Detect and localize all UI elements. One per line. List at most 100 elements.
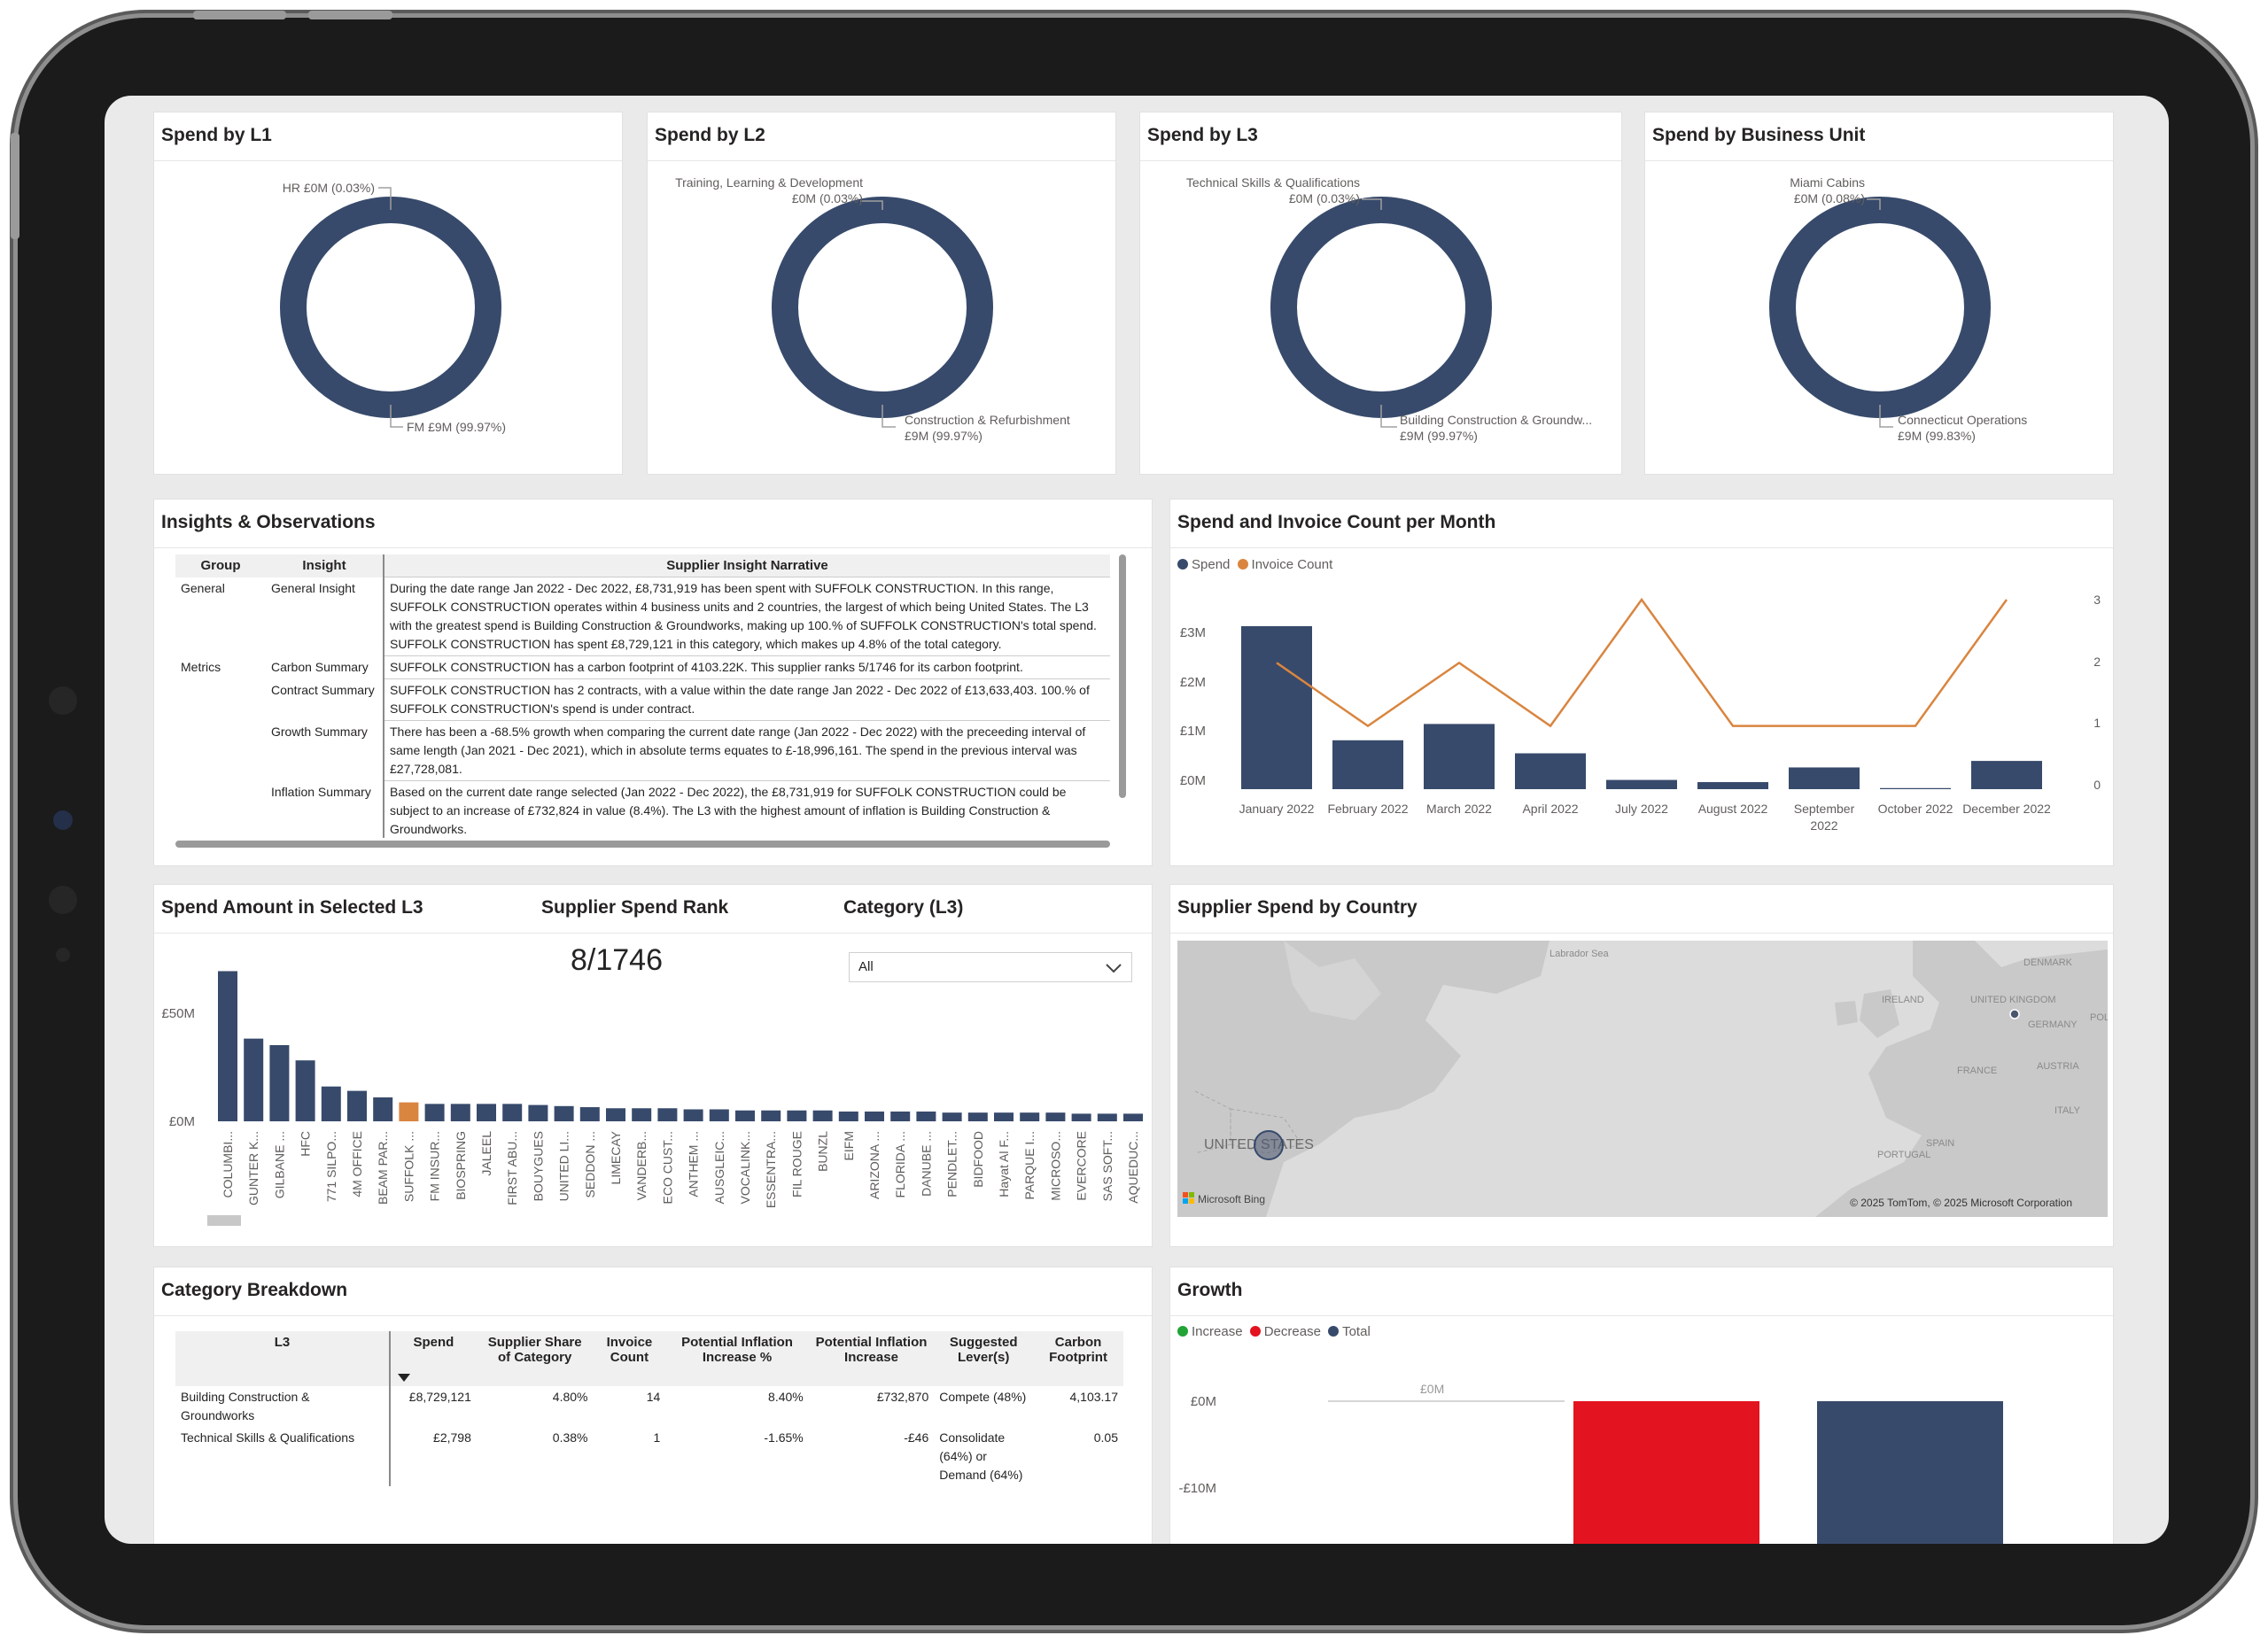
country-map[interactable]: Labrador Sea UNITED KINGDOM IRELAND DENM… bbox=[1177, 941, 2108, 1217]
spend-bar[interactable] bbox=[1880, 787, 1951, 789]
supplier-bar[interactable] bbox=[321, 1086, 341, 1121]
supplier-bar[interactable] bbox=[399, 1102, 419, 1121]
donut-tile-l3[interactable]: Spend by L3 Technical Skills & Qualifica… bbox=[1139, 112, 1622, 475]
supplier-bar[interactable] bbox=[1071, 1113, 1091, 1121]
x-tick-label: ESSENTRA... bbox=[764, 1131, 778, 1208]
map-label: PORTUGAL bbox=[1877, 1150, 1930, 1160]
supplier-bar[interactable] bbox=[761, 1110, 781, 1121]
column-header-sorted[interactable]: Spend bbox=[388, 1331, 477, 1386]
rank-title: Supplier Spend Rank bbox=[541, 897, 729, 918]
supplier-bar[interactable] bbox=[838, 1111, 858, 1121]
table-row[interactable]: Building Construction & Groundworks £8,7… bbox=[175, 1386, 1123, 1427]
supplier-bar[interactable] bbox=[295, 1060, 315, 1121]
vertical-scrollbar[interactable] bbox=[1119, 554, 1126, 798]
growth-tile[interactable]: Growth Increase Decrease Total £0M -£10M… bbox=[1169, 1267, 2114, 1544]
column-header[interactable]: Potential Inflation Increase bbox=[808, 1331, 935, 1386]
category-title: Category (L3) bbox=[843, 897, 964, 918]
horizontal-scrollbar[interactable] bbox=[175, 841, 1110, 848]
chevron-down-icon bbox=[1106, 964, 1122, 973]
table-row: Growth Summary There has been a -68.5% g… bbox=[175, 720, 1110, 781]
column-header[interactable]: Group bbox=[175, 554, 266, 577]
column-header[interactable]: Suggested Lever(s) bbox=[934, 1331, 1034, 1386]
supplier-bar[interactable] bbox=[218, 971, 237, 1121]
spend-bar[interactable] bbox=[1789, 767, 1860, 789]
donut-large-value: £9M (99.97%) bbox=[1400, 429, 1478, 443]
supplier-bar[interactable] bbox=[1097, 1113, 1117, 1121]
spend-bar[interactable] bbox=[1606, 779, 1677, 789]
donut-large-value: £9M (99.97%) bbox=[905, 429, 983, 443]
spend-bar[interactable] bbox=[1971, 761, 2042, 789]
spend-bar[interactable] bbox=[1332, 740, 1403, 789]
supplier-bar[interactable] bbox=[967, 1112, 988, 1121]
x-tick-label: COLUMBI... bbox=[221, 1131, 235, 1197]
country-bubble-uk[interactable] bbox=[2009, 1009, 2020, 1019]
supplier-bar[interactable] bbox=[709, 1109, 729, 1121]
column-header[interactable]: Supplier Share of Category bbox=[476, 1331, 594, 1386]
supplier-bar[interactable] bbox=[269, 1045, 290, 1121]
supplier-bar[interactable] bbox=[890, 1111, 911, 1121]
invoice-count-line[interactable] bbox=[1276, 597, 2008, 728]
x-tick-label: January 2022 bbox=[1239, 802, 1315, 816]
supplier-bar[interactable] bbox=[1045, 1112, 1066, 1121]
country-bubble-us[interactable] bbox=[1254, 1130, 1284, 1160]
total-bar[interactable] bbox=[1817, 1401, 2003, 1544]
supplier-bar[interactable] bbox=[528, 1104, 548, 1121]
supplier-bar[interactable] bbox=[812, 1110, 833, 1121]
supplier-bar[interactable] bbox=[477, 1104, 496, 1121]
supplier-bar[interactable] bbox=[657, 1108, 678, 1121]
dropdown-value: All bbox=[858, 959, 874, 974]
donut-tile-business-unit[interactable]: Spend by Business Unit Miami Cabins £0M … bbox=[1644, 112, 2114, 475]
spend-bar[interactable] bbox=[1241, 625, 1312, 789]
combo-chart: £3M £2M £1M £0M 3 2 1 0 January 2022 Febr… bbox=[1180, 593, 2101, 833]
supplier-bar[interactable] bbox=[787, 1110, 807, 1121]
supplier-bar[interactable] bbox=[606, 1108, 625, 1121]
column-header[interactable]: Potential Inflation Increase % bbox=[665, 1331, 809, 1386]
supplier-bar[interactable] bbox=[632, 1108, 652, 1121]
supplier-bar[interactable] bbox=[579, 1107, 600, 1121]
donut-tile-l1[interactable]: Spend by L1 HR £0M (0.03%) FM £9M (99.97… bbox=[153, 112, 623, 475]
spend-bar[interactable] bbox=[1515, 753, 1586, 789]
spend-invoice-tile[interactable]: Spend and Invoice Count per Month Spend … bbox=[1169, 499, 2114, 866]
supplier-bar[interactable] bbox=[916, 1111, 936, 1121]
cell-inflation-pct: 8.40% bbox=[768, 1390, 804, 1404]
supplier-bar[interactable] bbox=[683, 1109, 703, 1121]
y-tick-label: £0M bbox=[1191, 1394, 1216, 1409]
spend-bar[interactable] bbox=[1697, 782, 1768, 789]
supplier-bar[interactable] bbox=[1123, 1113, 1143, 1121]
supplier-bar[interactable] bbox=[942, 1112, 962, 1121]
decrease-bar[interactable] bbox=[1573, 1401, 1759, 1544]
cell-carbon: 4,103.17 bbox=[1069, 1390, 1119, 1404]
column-header[interactable]: L3 bbox=[175, 1331, 390, 1386]
supplier-rank-tile[interactable]: Spend Amount in Selected L3 Supplier Spe… bbox=[153, 884, 1153, 1247]
supplier-bar[interactable] bbox=[450, 1104, 470, 1121]
supplier-bar[interactable] bbox=[424, 1104, 445, 1121]
donut-small-label: Technical Skills & Qualifications bbox=[1186, 175, 1360, 190]
supplier-bar[interactable] bbox=[994, 1112, 1014, 1121]
x-tick-label: BEAM PAR... bbox=[376, 1131, 390, 1205]
category-dropdown[interactable]: All bbox=[849, 952, 1132, 982]
horizontal-scrollbar[interactable] bbox=[207, 1215, 241, 1226]
supplier-bar[interactable] bbox=[244, 1038, 264, 1121]
supplier-bar[interactable] bbox=[735, 1110, 755, 1121]
insights-tile[interactable]: Insights & Observations Group Insight Su… bbox=[153, 499, 1153, 866]
supplier-bar[interactable] bbox=[502, 1104, 523, 1121]
column-header[interactable]: Supplier Insight Narrative bbox=[383, 554, 1110, 577]
supplier-bar[interactable] bbox=[865, 1111, 884, 1121]
cell-inflation-value: £732,870 bbox=[876, 1390, 929, 1404]
category-breakdown-tile[interactable]: Category Breakdown L3 Spend Supplier Sha… bbox=[153, 1267, 1153, 1544]
supplier-bar[interactable] bbox=[347, 1090, 367, 1121]
cell-share: 4.80% bbox=[552, 1390, 588, 1404]
donut-tile-l2[interactable]: Spend by L2 Training, Learning & Develop… bbox=[647, 112, 1116, 475]
insights-table-container[interactable]: Group Insight Supplier Insight Narrative… bbox=[175, 554, 1110, 838]
supplier-bar[interactable] bbox=[554, 1105, 574, 1121]
spend-bar[interactable] bbox=[1424, 724, 1495, 789]
table-row[interactable]: Technical Skills & Qualifications £2,798… bbox=[175, 1427, 1123, 1486]
supplier-bar[interactable] bbox=[1020, 1112, 1040, 1121]
map-tile[interactable]: Supplier Spend by Country Labrador Sea U… bbox=[1169, 884, 2114, 1247]
column-header[interactable]: Carbon Footprint bbox=[1033, 1331, 1123, 1386]
column-header[interactable]: Invoice Count bbox=[593, 1331, 666, 1386]
column-header[interactable]: Insight bbox=[266, 554, 384, 577]
camera-lens-icon bbox=[53, 810, 73, 830]
donut-large-label: Building Construction & Groundw... bbox=[1400, 413, 1592, 427]
supplier-bar[interactable] bbox=[373, 1097, 393, 1121]
